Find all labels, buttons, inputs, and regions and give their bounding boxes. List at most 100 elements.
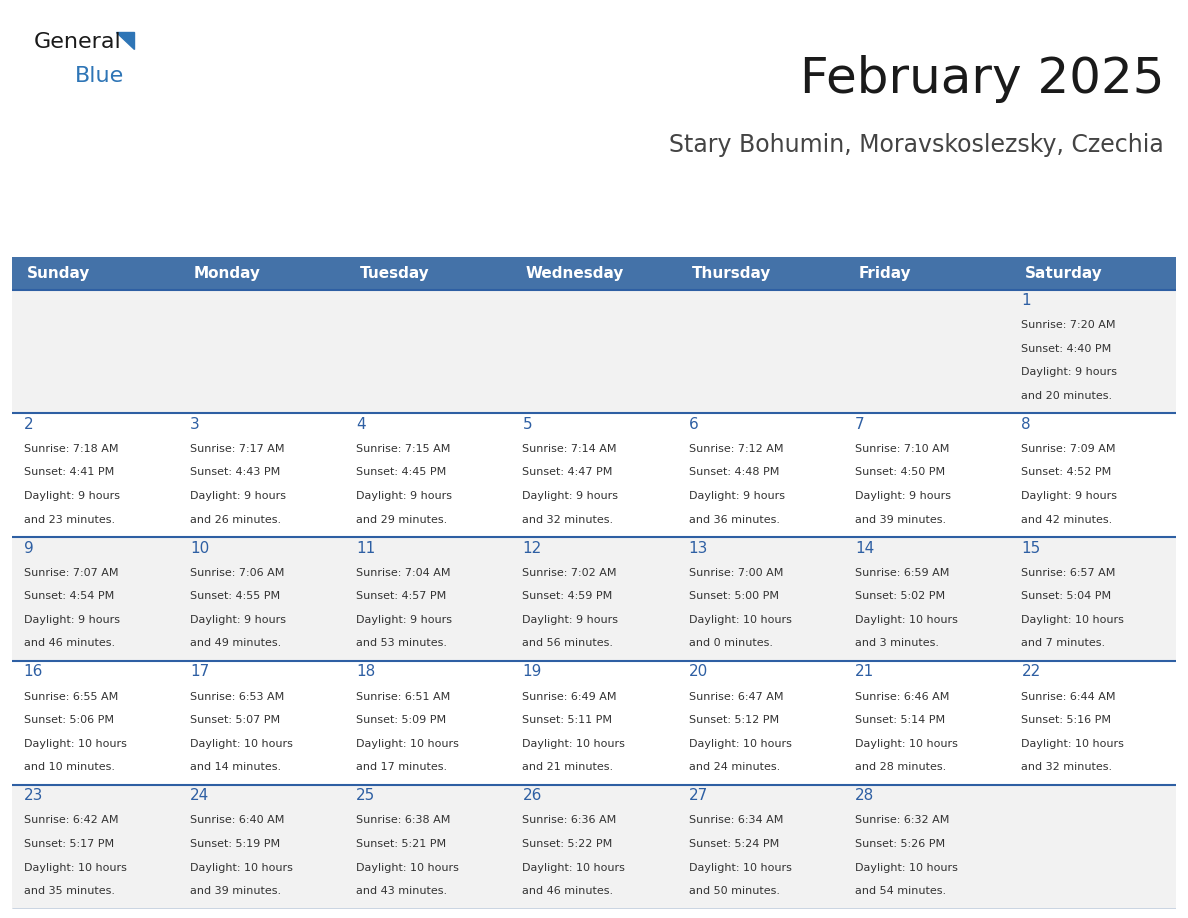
Text: Sunrise: 7:09 AM: Sunrise: 7:09 AM bbox=[1022, 444, 1116, 454]
Text: Sunset: 4:52 PM: Sunset: 4:52 PM bbox=[1022, 467, 1112, 477]
Text: Sunset: 5:12 PM: Sunset: 5:12 PM bbox=[689, 715, 779, 725]
Text: Daylight: 9 hours: Daylight: 9 hours bbox=[1022, 367, 1118, 377]
Text: Daylight: 10 hours: Daylight: 10 hours bbox=[855, 615, 958, 625]
Text: and 50 minutes.: and 50 minutes. bbox=[689, 886, 779, 896]
Text: Daylight: 9 hours: Daylight: 9 hours bbox=[24, 491, 120, 501]
Text: Wednesday: Wednesday bbox=[526, 266, 624, 281]
Text: Sunset: 4:50 PM: Sunset: 4:50 PM bbox=[855, 467, 946, 477]
Bar bbox=[12, 537, 1176, 661]
Text: Sunrise: 7:06 AM: Sunrise: 7:06 AM bbox=[190, 568, 284, 577]
Text: Sunset: 5:22 PM: Sunset: 5:22 PM bbox=[523, 839, 613, 849]
Text: and 21 minutes.: and 21 minutes. bbox=[523, 762, 614, 772]
Text: Sunset: 5:17 PM: Sunset: 5:17 PM bbox=[24, 839, 114, 849]
Text: 23: 23 bbox=[24, 789, 43, 803]
Text: Monday: Monday bbox=[194, 266, 260, 281]
Text: Sunset: 5:04 PM: Sunset: 5:04 PM bbox=[1022, 591, 1112, 601]
Text: and 53 minutes.: and 53 minutes. bbox=[356, 638, 447, 648]
Text: 17: 17 bbox=[190, 665, 209, 679]
Text: 15: 15 bbox=[1022, 541, 1041, 555]
Text: Sunrise: 6:46 AM: Sunrise: 6:46 AM bbox=[855, 691, 949, 701]
Text: and 32 minutes.: and 32 minutes. bbox=[1022, 762, 1113, 772]
Text: Sunset: 4:40 PM: Sunset: 4:40 PM bbox=[1022, 343, 1112, 353]
Bar bbox=[12, 413, 1176, 537]
Text: Sunset: 4:45 PM: Sunset: 4:45 PM bbox=[356, 467, 447, 477]
Text: Thursday: Thursday bbox=[693, 266, 771, 281]
Text: Sunset: 5:14 PM: Sunset: 5:14 PM bbox=[855, 715, 946, 725]
Text: 9: 9 bbox=[24, 541, 33, 555]
Text: Sunday: Sunday bbox=[27, 266, 90, 281]
Text: Sunrise: 7:18 AM: Sunrise: 7:18 AM bbox=[24, 444, 118, 454]
Text: Sunrise: 6:42 AM: Sunrise: 6:42 AM bbox=[24, 815, 118, 825]
Bar bbox=[12, 290, 1176, 413]
Text: and 42 minutes.: and 42 minutes. bbox=[1022, 515, 1113, 524]
Text: Daylight: 9 hours: Daylight: 9 hours bbox=[190, 491, 286, 501]
Text: and 24 minutes.: and 24 minutes. bbox=[689, 762, 781, 772]
Text: Sunrise: 7:07 AM: Sunrise: 7:07 AM bbox=[24, 568, 118, 577]
Text: Daylight: 10 hours: Daylight: 10 hours bbox=[855, 739, 958, 749]
Text: Sunrise: 6:32 AM: Sunrise: 6:32 AM bbox=[855, 815, 949, 825]
Text: Daylight: 9 hours: Daylight: 9 hours bbox=[1022, 491, 1118, 501]
Text: Daylight: 10 hours: Daylight: 10 hours bbox=[523, 863, 625, 872]
Text: Sunset: 5:16 PM: Sunset: 5:16 PM bbox=[1022, 715, 1112, 725]
Text: Sunset: 4:55 PM: Sunset: 4:55 PM bbox=[190, 591, 280, 601]
Text: Daylight: 10 hours: Daylight: 10 hours bbox=[24, 863, 126, 872]
Text: Daylight: 10 hours: Daylight: 10 hours bbox=[855, 863, 958, 872]
Text: and 39 minutes.: and 39 minutes. bbox=[855, 515, 947, 524]
Text: Sunset: 4:57 PM: Sunset: 4:57 PM bbox=[356, 591, 447, 601]
Text: Sunset: 4:47 PM: Sunset: 4:47 PM bbox=[523, 467, 613, 477]
Text: Sunrise: 6:51 AM: Sunrise: 6:51 AM bbox=[356, 691, 450, 701]
Text: and 39 minutes.: and 39 minutes. bbox=[190, 886, 282, 896]
Text: 25: 25 bbox=[356, 789, 375, 803]
Text: Sunset: 5:09 PM: Sunset: 5:09 PM bbox=[356, 715, 447, 725]
Text: and 32 minutes.: and 32 minutes. bbox=[523, 515, 614, 524]
Text: Sunset: 4:43 PM: Sunset: 4:43 PM bbox=[190, 467, 280, 477]
Text: February 2025: February 2025 bbox=[800, 55, 1164, 103]
Text: Sunrise: 6:53 AM: Sunrise: 6:53 AM bbox=[190, 691, 284, 701]
Text: and 23 minutes.: and 23 minutes. bbox=[24, 515, 115, 524]
Bar bbox=[12, 257, 1176, 290]
Text: 26: 26 bbox=[523, 789, 542, 803]
Text: Sunrise: 6:40 AM: Sunrise: 6:40 AM bbox=[190, 815, 284, 825]
Text: Saturday: Saturday bbox=[1025, 266, 1102, 281]
Text: 28: 28 bbox=[855, 789, 874, 803]
Text: 19: 19 bbox=[523, 665, 542, 679]
Text: Sunset: 5:11 PM: Sunset: 5:11 PM bbox=[523, 715, 613, 725]
Text: General: General bbox=[33, 32, 121, 52]
Text: Sunset: 5:07 PM: Sunset: 5:07 PM bbox=[190, 715, 280, 725]
Text: Daylight: 10 hours: Daylight: 10 hours bbox=[190, 863, 292, 872]
Text: Sunrise: 6:59 AM: Sunrise: 6:59 AM bbox=[855, 568, 949, 577]
Text: Sunset: 5:21 PM: Sunset: 5:21 PM bbox=[356, 839, 447, 849]
Text: Sunset: 4:54 PM: Sunset: 4:54 PM bbox=[24, 591, 114, 601]
Text: Daylight: 9 hours: Daylight: 9 hours bbox=[855, 491, 952, 501]
Text: Daylight: 9 hours: Daylight: 9 hours bbox=[190, 615, 286, 625]
Text: and 56 minutes.: and 56 minutes. bbox=[523, 638, 613, 648]
Text: 12: 12 bbox=[523, 541, 542, 555]
Text: Sunset: 5:06 PM: Sunset: 5:06 PM bbox=[24, 715, 114, 725]
Text: Daylight: 10 hours: Daylight: 10 hours bbox=[523, 739, 625, 749]
Text: Sunset: 4:41 PM: Sunset: 4:41 PM bbox=[24, 467, 114, 477]
Text: and 43 minutes.: and 43 minutes. bbox=[356, 886, 448, 896]
Text: Sunset: 5:19 PM: Sunset: 5:19 PM bbox=[190, 839, 280, 849]
Text: 18: 18 bbox=[356, 665, 375, 679]
Text: Sunrise: 6:55 AM: Sunrise: 6:55 AM bbox=[24, 691, 118, 701]
Text: Sunrise: 7:00 AM: Sunrise: 7:00 AM bbox=[689, 568, 783, 577]
Text: Sunrise: 6:49 AM: Sunrise: 6:49 AM bbox=[523, 691, 617, 701]
Text: 10: 10 bbox=[190, 541, 209, 555]
Text: 3: 3 bbox=[190, 417, 200, 431]
Text: 16: 16 bbox=[24, 665, 43, 679]
Text: 22: 22 bbox=[1022, 665, 1041, 679]
Text: Daylight: 10 hours: Daylight: 10 hours bbox=[356, 739, 459, 749]
Text: Sunset: 4:48 PM: Sunset: 4:48 PM bbox=[689, 467, 779, 477]
Text: Sunrise: 7:04 AM: Sunrise: 7:04 AM bbox=[356, 568, 450, 577]
Bar bbox=[12, 661, 1176, 785]
Text: Sunrise: 6:57 AM: Sunrise: 6:57 AM bbox=[1022, 568, 1116, 577]
Text: and 0 minutes.: and 0 minutes. bbox=[689, 638, 773, 648]
Text: 14: 14 bbox=[855, 541, 874, 555]
Text: 13: 13 bbox=[689, 541, 708, 555]
Text: 8: 8 bbox=[1022, 417, 1031, 431]
Text: and 14 minutes.: and 14 minutes. bbox=[190, 762, 282, 772]
Text: Sunrise: 6:38 AM: Sunrise: 6:38 AM bbox=[356, 815, 450, 825]
Text: Friday: Friday bbox=[859, 266, 911, 281]
Text: and 29 minutes.: and 29 minutes. bbox=[356, 515, 448, 524]
Text: Sunset: 5:26 PM: Sunset: 5:26 PM bbox=[855, 839, 946, 849]
